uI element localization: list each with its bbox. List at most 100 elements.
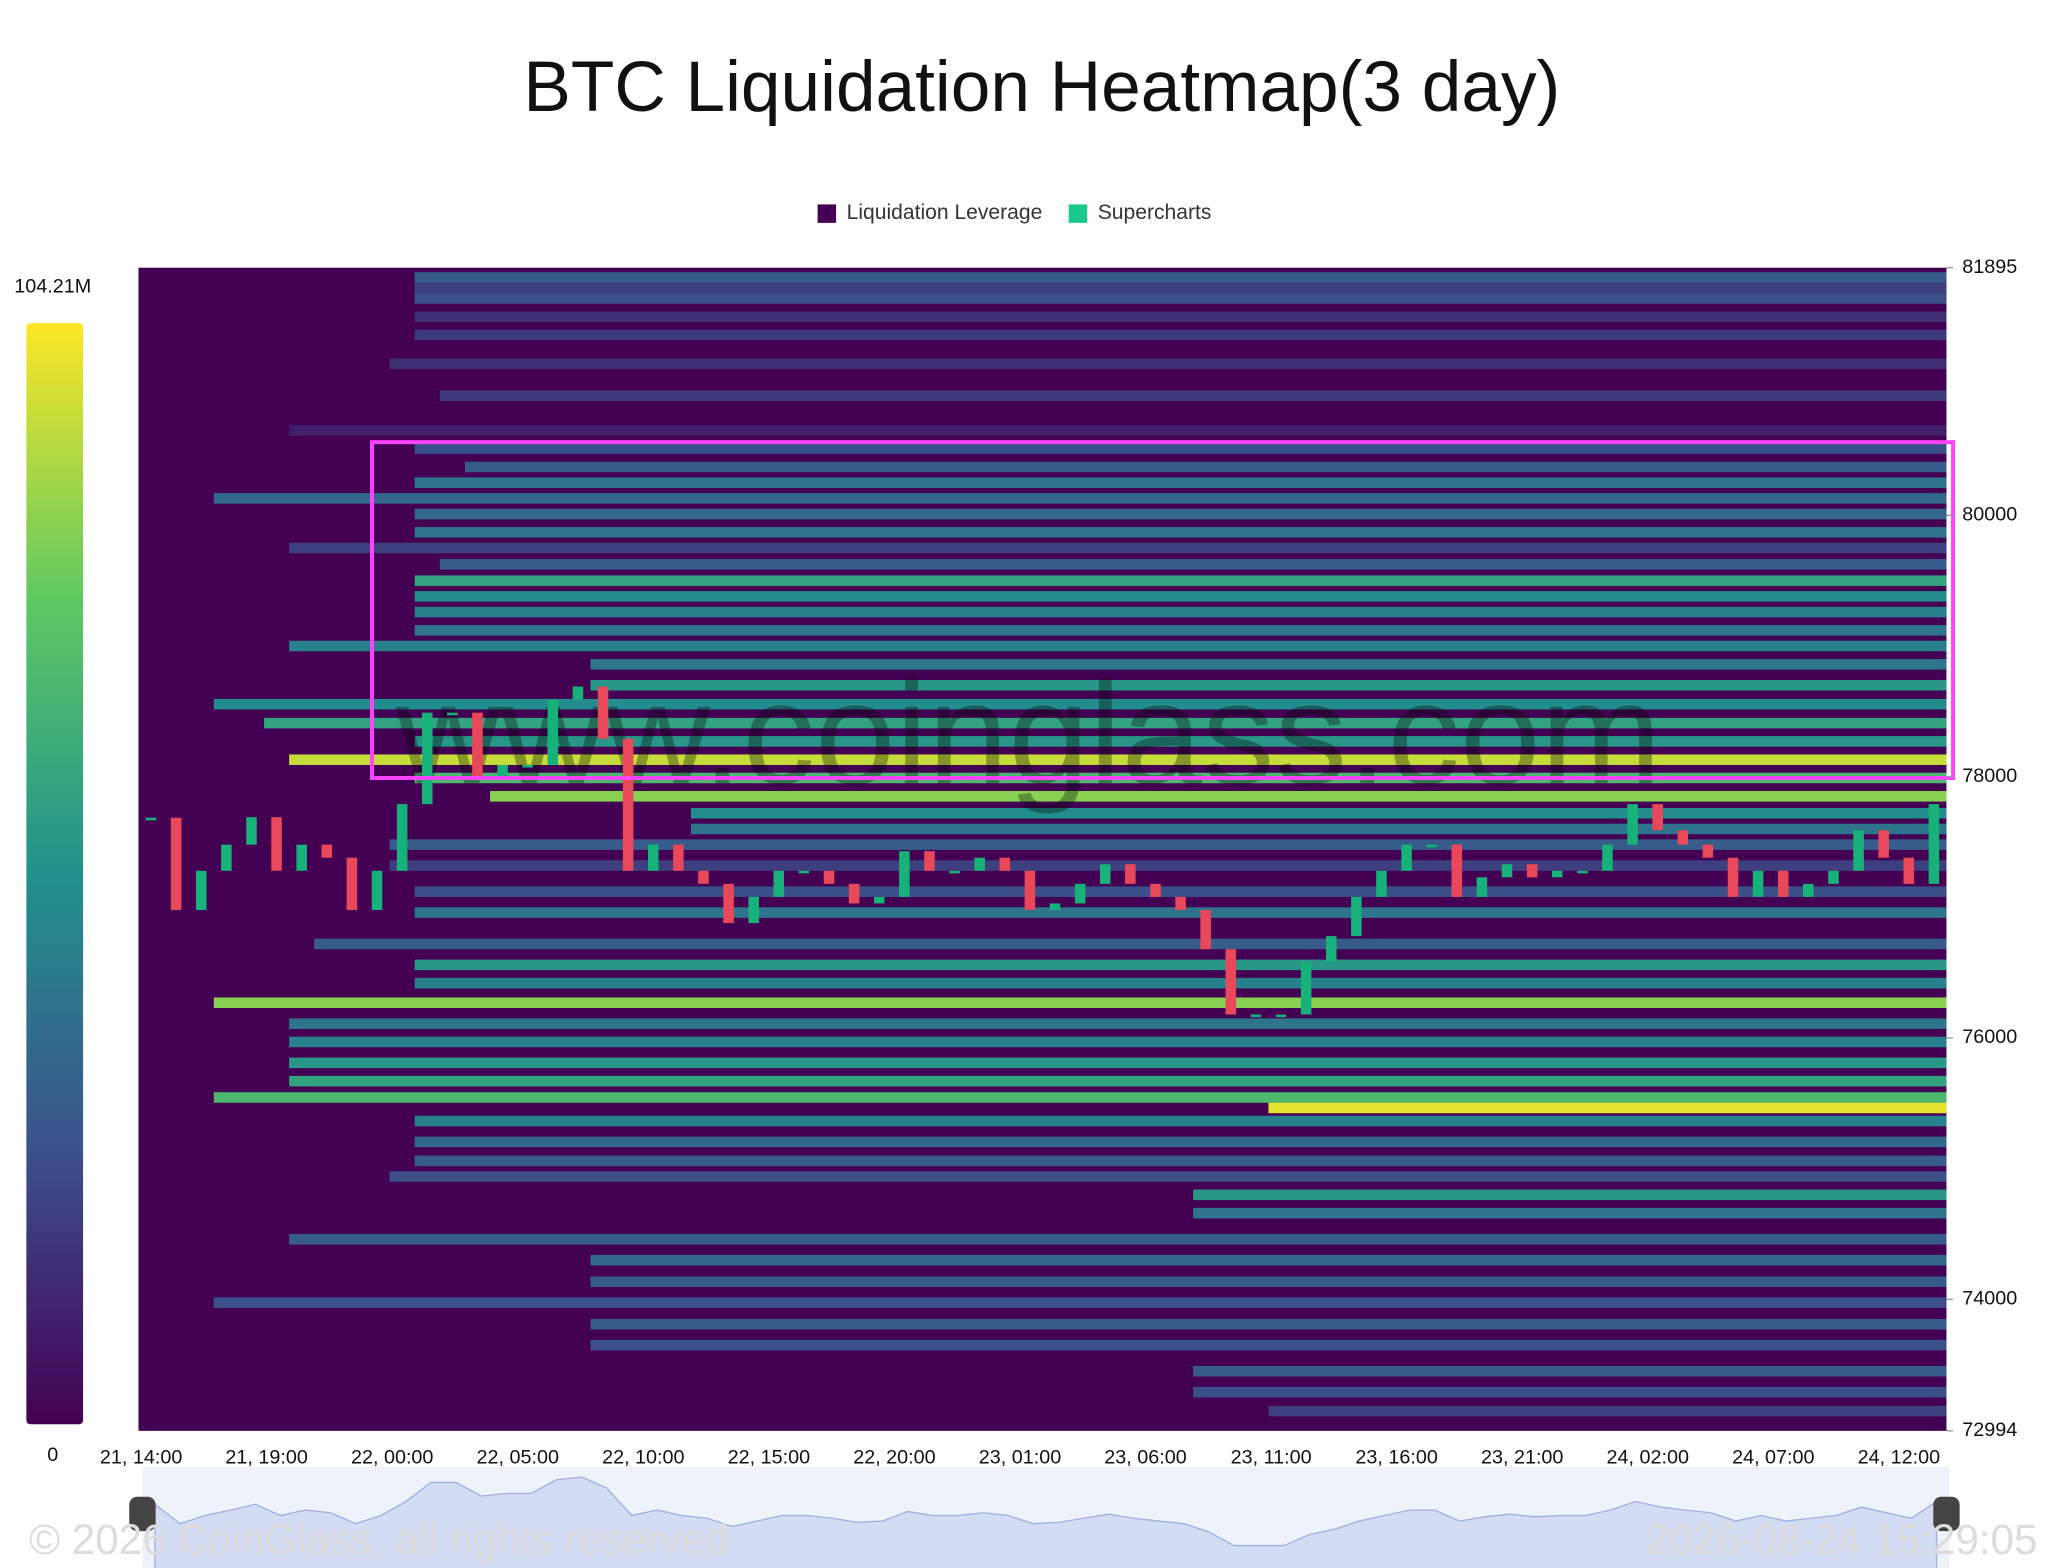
candle (421, 712, 433, 805)
heat-band (414, 591, 1947, 602)
candle (1878, 830, 1889, 858)
candle (522, 764, 533, 768)
candle (798, 870, 810, 874)
candle (1928, 804, 1940, 884)
candle (1727, 857, 1739, 897)
legend-swatch (1068, 204, 1088, 223)
heat-band (414, 293, 1947, 304)
highlight-box (370, 440, 1956, 780)
candle (1325, 936, 1337, 963)
y-tick-label: 76000 (1962, 1026, 2017, 1048)
candle (1577, 870, 1588, 874)
candle (497, 764, 508, 778)
candle (974, 857, 985, 871)
candle (1476, 877, 1488, 897)
candle (1501, 864, 1513, 878)
heat-band (414, 736, 1947, 747)
heat-band (690, 823, 1947, 835)
candle (1451, 844, 1463, 897)
heat-band (1193, 1207, 1947, 1219)
heat-band (289, 1233, 1947, 1245)
candle (1551, 870, 1563, 878)
heat-band (414, 443, 1947, 454)
colorbar-min-label: 0 (47, 1444, 58, 1466)
heat-band (414, 272, 1947, 283)
candle (1376, 870, 1387, 897)
heat-band (414, 959, 1947, 971)
candle (1903, 857, 1915, 884)
x-tick-label: 24, 07:00 (1732, 1447, 1814, 1469)
candle (572, 686, 584, 700)
candle (1225, 949, 1237, 1015)
candle (647, 844, 659, 871)
candle (1702, 844, 1714, 858)
copyright: © 2026 CoinGlass, all rights reserved (29, 1516, 728, 1563)
candle (221, 844, 232, 871)
candle (1677, 830, 1689, 845)
watermark: www.coinglass.com (395, 652, 1662, 814)
heat-band (1193, 1365, 1947, 1377)
y-tick-label: 80000 (1962, 504, 2017, 526)
heat-band (289, 425, 1947, 436)
heat-band (690, 808, 1947, 819)
heat-band (414, 527, 1947, 538)
heat-band (414, 625, 1947, 636)
candle (1074, 883, 1086, 904)
candle (1828, 870, 1839, 884)
candle (1150, 883, 1161, 897)
heat-band (414, 907, 1947, 918)
heat-band (1193, 1189, 1947, 1201)
x-tick-label: 22, 15:00 (728, 1447, 810, 1469)
candle (673, 844, 684, 871)
chart-title: BTC Liquidation Heatmap(3 day) (523, 48, 1560, 127)
heat-band (389, 839, 1947, 850)
candle (145, 817, 157, 821)
legend-label: Liquidation Leverage (847, 201, 1043, 224)
heat-band (590, 1254, 1947, 1266)
candle (1526, 864, 1538, 878)
candle (1652, 804, 1663, 831)
legend-swatch (817, 204, 837, 223)
candle (1752, 870, 1764, 897)
navigator-handle[interactable] (1933, 1496, 1960, 1532)
heat-band (414, 508, 1947, 520)
heat-band (213, 1092, 1947, 1103)
candle (321, 844, 333, 858)
candle (622, 738, 634, 871)
heat-band (414, 477, 1947, 488)
candle (1426, 844, 1437, 848)
heat-band (414, 977, 1947, 989)
heat-band (289, 1018, 1947, 1029)
candle (246, 817, 257, 845)
heat-band (490, 791, 1947, 802)
candle (698, 870, 709, 884)
candle (1275, 1014, 1287, 1018)
heat-band (414, 329, 1947, 341)
candle (296, 844, 307, 871)
y-tick-label: 81895 (1962, 256, 2017, 278)
x-tick-label: 24, 02:00 (1607, 1447, 1689, 1469)
heat-band (289, 1057, 1947, 1069)
x-tick-label: 23, 01:00 (979, 1447, 1061, 1469)
candle (195, 870, 207, 910)
heat-band (414, 1115, 1947, 1127)
x-tick-label: 21, 14:00 (100, 1447, 182, 1469)
candle (773, 870, 785, 897)
heat-band (464, 461, 1947, 473)
timestamp: 2026-08-24 15:29:05 (1646, 1516, 2038, 1563)
candle (1777, 870, 1789, 897)
heat-band (439, 390, 1947, 402)
candle (1803, 883, 1814, 897)
candle (1125, 864, 1136, 884)
heat-band (213, 698, 1947, 710)
heat-band (1268, 1102, 1947, 1114)
navigator-area (154, 1476, 1938, 1568)
heat-band (414, 1155, 1947, 1167)
heat-band (389, 1171, 1947, 1182)
candle (899, 851, 910, 897)
navigator-handle[interactable] (129, 1496, 156, 1532)
candle (597, 686, 609, 739)
candle (1175, 896, 1186, 910)
